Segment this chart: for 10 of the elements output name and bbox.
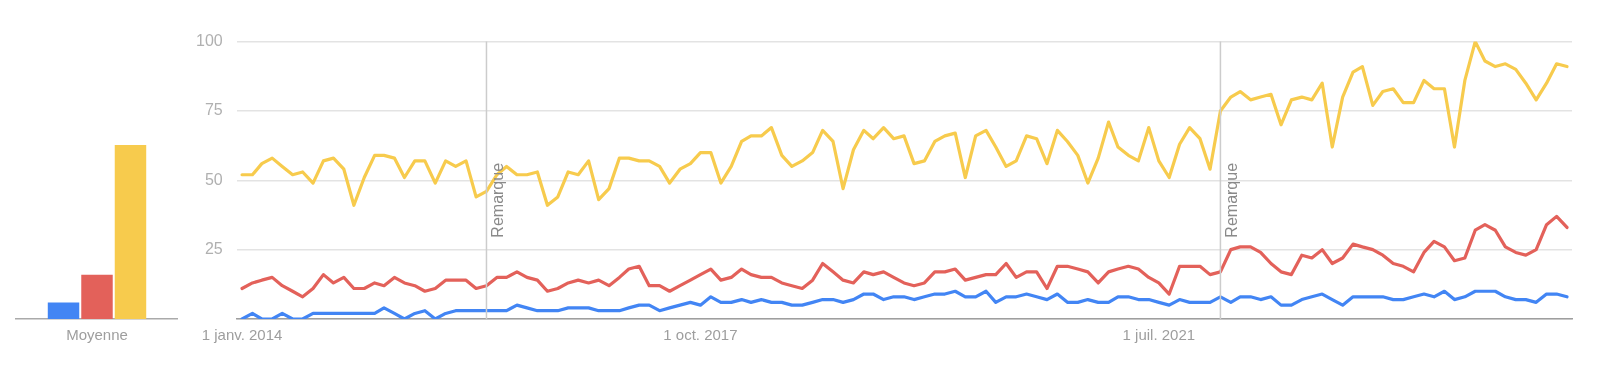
x-tick-label: Moyenne (66, 326, 128, 344)
y-tick-label: 100 (195, 32, 223, 50)
x-tick-label: 1 juil. 2021 (1122, 326, 1196, 344)
y-tick-label: 50 (204, 170, 223, 188)
x-tick-label: 1 oct. 2017 (663, 326, 738, 344)
x-tick-label: 1 janv. 2014 (201, 326, 283, 344)
ref-line-label: Remarque (1222, 162, 1240, 238)
ref-line-label: Remarque (488, 162, 506, 238)
y-tick-label: 75 (204, 101, 223, 119)
y-tick-label: 25 (204, 240, 223, 258)
